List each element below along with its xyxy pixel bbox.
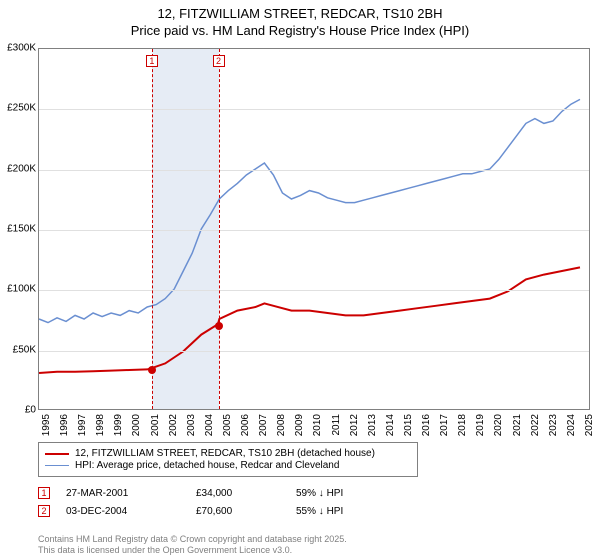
footer: Contains HM Land Registry data © Crown c… — [38, 534, 347, 556]
event-vline — [152, 49, 153, 409]
x-axis-label: 2005 — [222, 414, 233, 436]
y-axis-label: £0 — [0, 405, 36, 416]
title-line-2: Price paid vs. HM Land Registry's House … — [0, 23, 600, 40]
x-axis-label: 2015 — [403, 414, 414, 436]
x-axis-label: 2008 — [276, 414, 287, 436]
y-axis-label: £50K — [0, 344, 36, 355]
x-axis-label: 2004 — [204, 414, 215, 436]
gridline — [39, 290, 589, 291]
x-axis-label: 1997 — [77, 414, 88, 436]
gridline — [39, 109, 589, 110]
event-date: 03-DEC-2004 — [66, 506, 196, 517]
footer-line-1: Contains HM Land Registry data © Crown c… — [38, 534, 347, 545]
x-axis-label: 2012 — [349, 414, 360, 436]
event-price: £34,000 — [196, 488, 296, 499]
legend-label: 12, FITZWILLIAM STREET, REDCAR, TS10 2BH… — [75, 448, 375, 459]
line-plot-svg — [39, 49, 589, 409]
x-axis-label: 2013 — [367, 414, 378, 436]
x-axis-label: 2009 — [294, 414, 305, 436]
event-num-marker: 2 — [38, 505, 50, 517]
y-axis-label: £150K — [0, 224, 36, 235]
gridline — [39, 170, 589, 171]
y-axis-label: £250K — [0, 103, 36, 114]
plot-area: 12 — [38, 48, 590, 410]
chart-container: 12, FITZWILLIAM STREET, REDCAR, TS10 2BH… — [0, 0, 600, 560]
x-axis-label: 2014 — [385, 414, 396, 436]
legend-label: HPI: Average price, detached house, Redc… — [75, 460, 339, 471]
event-vline — [219, 49, 220, 409]
x-axis-label: 2001 — [150, 414, 161, 436]
x-axis-label: 2000 — [131, 414, 142, 436]
event-price: £70,600 — [196, 506, 296, 517]
series-line — [39, 99, 580, 322]
x-axis-label: 1996 — [59, 414, 70, 436]
x-axis-label: 2020 — [493, 414, 504, 436]
x-axis-label: 2010 — [312, 414, 323, 436]
event-row: 1 27-MAR-2001£34,00059% ↓ HPI — [38, 484, 396, 502]
x-axis-label: 2021 — [512, 414, 523, 436]
x-axis-label: 2016 — [421, 414, 432, 436]
chart-title: 12, FITZWILLIAM STREET, REDCAR, TS10 2BH… — [0, 0, 600, 40]
title-line-1: 12, FITZWILLIAM STREET, REDCAR, TS10 2BH — [0, 6, 600, 23]
event-marker: 1 — [146, 55, 158, 67]
x-axis-label: 2023 — [548, 414, 559, 436]
event-row: 2 03-DEC-2004£70,60055% ↓ HPI — [38, 502, 396, 520]
event-num-marker: 1 — [38, 487, 50, 499]
legend: 12, FITZWILLIAM STREET, REDCAR, TS10 2BH… — [38, 442, 418, 477]
x-axis-label: 2025 — [584, 414, 595, 436]
gridline — [39, 351, 589, 352]
event-hpi: 59% ↓ HPI — [296, 488, 396, 499]
event-hpi: 55% ↓ HPI — [296, 506, 396, 517]
x-axis-label: 2024 — [566, 414, 577, 436]
x-axis-label: 2019 — [475, 414, 486, 436]
gridline — [39, 230, 589, 231]
x-axis-label: 2022 — [530, 414, 541, 436]
y-axis-label: £300K — [0, 43, 36, 54]
legend-item: 12, FITZWILLIAM STREET, REDCAR, TS10 2BH… — [45, 448, 411, 459]
legend-item: HPI: Average price, detached house, Redc… — [45, 460, 411, 471]
x-axis-label: 2006 — [240, 414, 251, 436]
series-line — [39, 267, 580, 373]
x-axis-label: 2003 — [186, 414, 197, 436]
x-axis-label: 1995 — [41, 414, 52, 436]
x-axis-label: 2007 — [258, 414, 269, 436]
x-axis-label: 2018 — [457, 414, 468, 436]
price-point-marker — [148, 366, 156, 374]
x-axis-label: 2002 — [168, 414, 179, 436]
events-table: 1 27-MAR-2001£34,00059% ↓ HPI 2 03-DEC-2004… — [38, 484, 396, 520]
y-axis-label: £100K — [0, 284, 36, 295]
legend-swatch — [45, 465, 69, 466]
footer-line-2: This data is licensed under the Open Gov… — [38, 545, 347, 556]
price-point-marker — [215, 322, 223, 330]
legend-swatch — [45, 453, 69, 455]
x-axis-label: 2011 — [331, 414, 342, 436]
x-axis-label: 2017 — [439, 414, 450, 436]
x-axis-label: 1999 — [113, 414, 124, 436]
event-marker: 2 — [213, 55, 225, 67]
y-axis-label: £200K — [0, 163, 36, 174]
event-date: 27-MAR-2001 — [66, 488, 196, 499]
x-axis-label: 1998 — [95, 414, 106, 436]
